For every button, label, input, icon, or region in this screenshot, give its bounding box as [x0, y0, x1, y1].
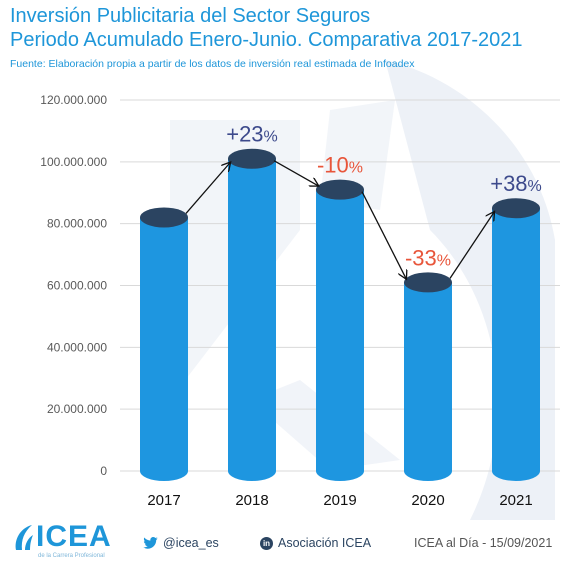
bar-body: [316, 189, 364, 472]
title-line-2: Periodo Acumulado Enero-Junio. Comparati…: [10, 29, 523, 51]
source-note: Fuente: Elaboración propia a partir de l…: [10, 58, 415, 70]
change-arrow: [449, 212, 494, 279]
x-tick-label: 2019: [323, 492, 356, 509]
y-axis: 0 20.000.000 40.000.000 60.000.000 80.000.00…: [40, 93, 107, 478]
logo-text: ICEA: [36, 520, 112, 553]
bar-top: [492, 198, 540, 219]
change-label: +38%: [490, 171, 542, 196]
bar-base: [228, 461, 276, 481]
change-arrows: [185, 160, 494, 279]
twitter-bird-icon: [143, 537, 158, 549]
y-tick-label: 80.000.000: [47, 217, 107, 231]
x-tick-label: 2020: [411, 492, 444, 509]
x-tick-label: 2017: [147, 492, 180, 509]
footer-date: ICEA al Día - 15/09/2021: [414, 536, 553, 550]
y-tick-label: 100.000.000: [40, 155, 107, 169]
change-label: +23%: [226, 122, 278, 147]
bar-body: [228, 158, 276, 471]
change-label: -33%: [405, 245, 451, 270]
x-tick-label: 2018: [235, 492, 268, 509]
bar-base: [404, 461, 452, 481]
chart-title: Inversión Publicitaria del Sector Seguro…: [10, 4, 523, 52]
change-arrow: [273, 160, 318, 186]
bar-top: [404, 272, 452, 293]
logo-subtitle: de la Carrera Profesional: [38, 553, 105, 559]
bar-2020: [404, 272, 452, 481]
bar-2018: [228, 148, 276, 481]
y-tick-label: 20.000.000: [47, 402, 107, 416]
linkedin-icon: in: [260, 536, 273, 550]
bars: [140, 148, 540, 481]
bar-body: [492, 208, 540, 472]
bar-top: [316, 179, 364, 200]
twitter-handle-text: @icea_es: [163, 536, 219, 550]
bar-base: [492, 461, 540, 481]
title-line-1: Inversión Publicitaria del Sector Seguro…: [10, 5, 371, 27]
bar-body: [404, 282, 452, 471]
bar-top: [228, 148, 276, 169]
y-tick-label: 0: [100, 464, 107, 478]
change-label: -10%: [317, 153, 363, 178]
bar-2021: [492, 198, 540, 481]
linkedin-text: Asociación ICEA: [278, 536, 372, 550]
change-arrow: [361, 191, 406, 279]
change-arrow: [185, 163, 230, 214]
x-tick-label: 2021: [499, 492, 532, 509]
icea-swoosh-icon: [15, 525, 33, 550]
twitter-handle[interactable]: @icea_es: [143, 536, 219, 550]
annotations: +23% -10% -33% +38%: [226, 122, 542, 271]
x-axis: 2017 2018 2019 2020 2021: [147, 492, 532, 509]
y-tick-label: 40.000.000: [47, 340, 107, 354]
bar-base: [140, 461, 188, 481]
bar-2017: [140, 207, 188, 481]
y-tick-label: 60.000.000: [47, 279, 107, 293]
bar-base: [316, 461, 364, 481]
bar-2019: [316, 179, 364, 481]
icea-logo: ICEA de la Carrera Profesional: [12, 520, 112, 559]
bar-top: [140, 207, 188, 228]
linkedin-link[interactable]: in Asociación ICEA: [260, 536, 371, 550]
bar-body: [140, 217, 188, 471]
y-tick-label: 120.000.000: [40, 93, 107, 107]
